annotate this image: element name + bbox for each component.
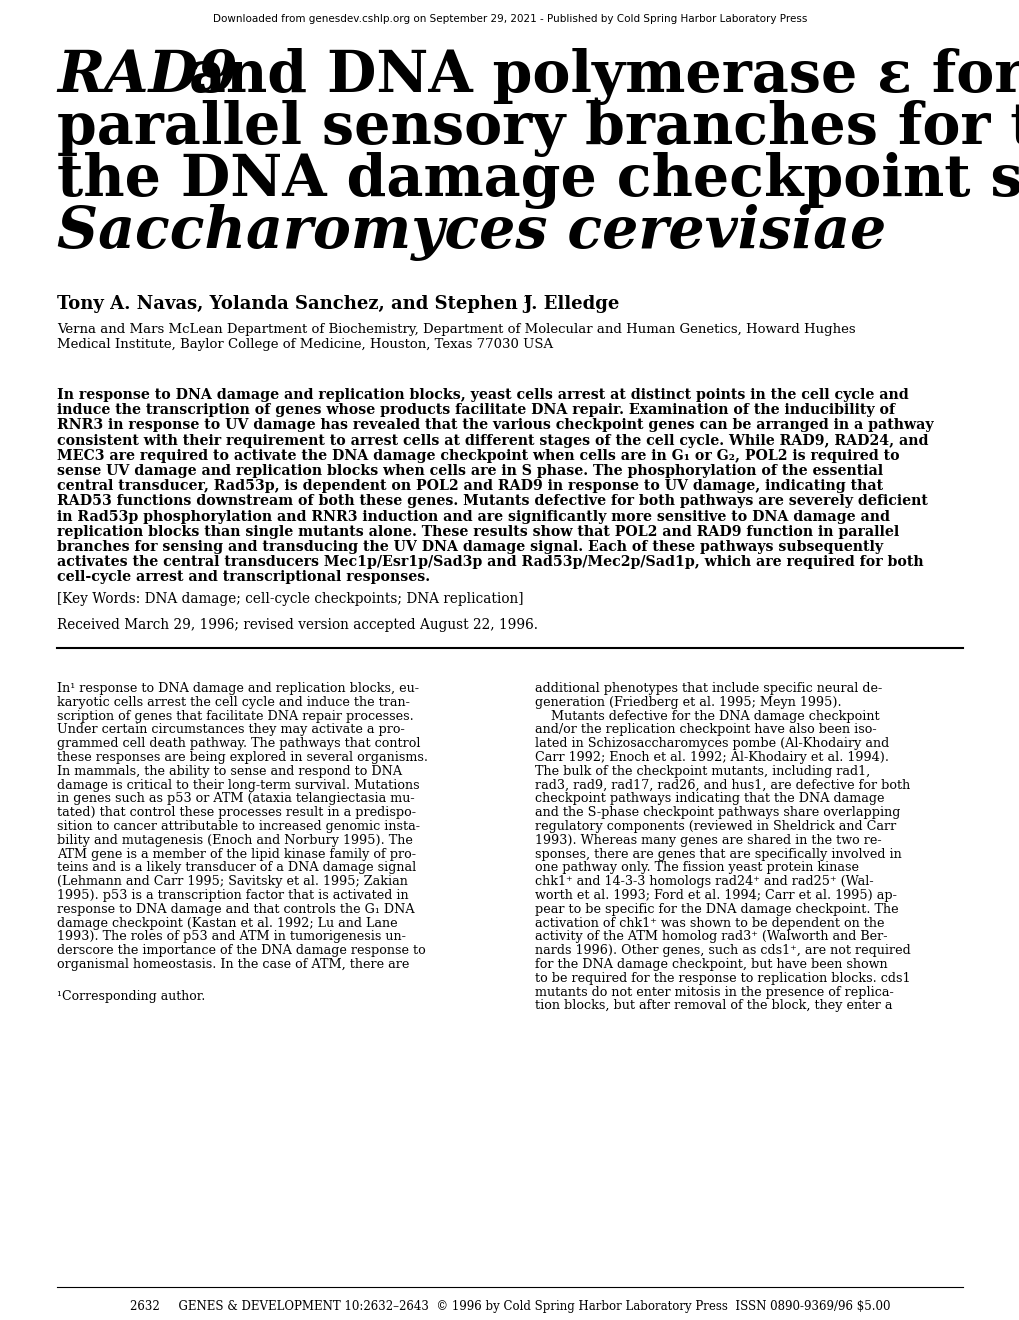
Text: sense UV damage and replication blocks when cells are in S phase. The phosphoryl: sense UV damage and replication blocks w… (57, 465, 882, 478)
Text: In mammals, the ability to sense and respond to DNA: In mammals, the ability to sense and res… (57, 764, 401, 777)
Text: and DNA polymerase ε form: and DNA polymerase ε form (169, 48, 1019, 106)
Text: induce the transcription of genes whose products facilitate DNA repair. Examinat: induce the transcription of genes whose … (57, 403, 895, 417)
Text: Medical Institute, Baylor College of Medicine, Houston, Texas 77030 USA: Medical Institute, Baylor College of Med… (57, 338, 552, 351)
Text: activation of chk1⁺ was shown to be dependent on the: activation of chk1⁺ was shown to be depe… (535, 916, 883, 929)
Text: karyotic cells arrest the cell cycle and induce the tran-: karyotic cells arrest the cell cycle and… (57, 696, 410, 709)
Text: tated) that control these processes result in a predispo-: tated) that control these processes resu… (57, 807, 416, 820)
Text: ATM gene is a member of the lipid kinase family of pro-: ATM gene is a member of the lipid kinase… (57, 847, 416, 861)
Text: sponses, there are genes that are specifically involved in: sponses, there are genes that are specif… (535, 847, 901, 861)
Text: ¹Corresponding author.: ¹Corresponding author. (57, 990, 205, 1003)
Text: for the DNA damage checkpoint, but have been shown: for the DNA damage checkpoint, but have … (535, 958, 887, 972)
Text: pear to be specific for the DNA damage checkpoint. The: pear to be specific for the DNA damage c… (535, 903, 898, 916)
Text: [Key Words: DNA damage; cell-cycle checkpoints; DNA replication]: [Key Words: DNA damage; cell-cycle check… (57, 591, 523, 606)
Text: In¹ response to DNA damage and replication blocks, eu-: In¹ response to DNA damage and replicati… (57, 682, 419, 696)
Text: Carr 1992; Enoch et al. 1992; Al-Khodairy et al. 1994).: Carr 1992; Enoch et al. 1992; Al-Khodair… (535, 751, 889, 764)
Text: 1: 1 (523, 294, 530, 305)
Text: damage checkpoint (Kastan et al. 1992; Lu and Lane: damage checkpoint (Kastan et al. 1992; L… (57, 916, 397, 929)
Text: 1993). The roles of p53 and ATM in tumorigenesis un-: 1993). The roles of p53 and ATM in tumor… (57, 931, 406, 944)
Text: activates the central transducers Mec1p/Esr1p/Sad3p and Rad53p/Mec2p/Sad1p, whic: activates the central transducers Mec1p/… (57, 556, 923, 569)
Text: these responses are being explored in several organisms.: these responses are being explored in se… (57, 751, 428, 764)
Text: 1995). p53 is a transcription factor that is activated in: 1995). p53 is a transcription factor tha… (57, 888, 409, 902)
Text: damage is critical to their long-term survival. Mutations: damage is critical to their long-term su… (57, 779, 419, 792)
Text: chk1⁺ and 14-3-3 homologs rad24⁺ and rad25⁺ (Wal-: chk1⁺ and 14-3-3 homologs rad24⁺ and rad… (535, 875, 872, 888)
Text: branches for sensing and transducing the UV DNA damage signal. Each of these pat: branches for sensing and transducing the… (57, 540, 882, 554)
Text: and the S-phase checkpoint pathways share overlapping: and the S-phase checkpoint pathways shar… (535, 807, 900, 820)
Text: derscore the importance of the DNA damage response to: derscore the importance of the DNA damag… (57, 944, 425, 957)
Text: 1993). Whereas many genes are shared in the two re-: 1993). Whereas many genes are shared in … (535, 834, 880, 847)
Text: worth et al. 1993; Ford et al. 1994; Carr et al. 1995) ap-: worth et al. 1993; Ford et al. 1994; Car… (535, 888, 896, 902)
Text: Downloaded from genesdev.cshlp.org on September 29, 2021 - Published by Cold Spr: Downloaded from genesdev.cshlp.org on Se… (213, 15, 806, 24)
Text: mutants do not enter mitosis in the presence of replica-: mutants do not enter mitosis in the pres… (535, 986, 893, 999)
Text: MEC3 are required to activate the DNA damage checkpoint when cells are in G₁ or : MEC3 are required to activate the DNA da… (57, 449, 899, 463)
Text: organismal homeostasis. In the case of ATM, there are: organismal homeostasis. In the case of A… (57, 958, 409, 972)
Text: replication blocks than single mutants alone. These results show that POL2 and R: replication blocks than single mutants a… (57, 525, 899, 539)
Text: and/or the replication checkpoint have also been iso-: and/or the replication checkpoint have a… (535, 723, 875, 737)
Text: the DNA damage checkpoint signal in: the DNA damage checkpoint signal in (57, 152, 1019, 209)
Text: Mutants defective for the DNA damage checkpoint: Mutants defective for the DNA damage che… (535, 710, 878, 722)
Text: (Lehmann and Carr 1995; Savitsky et al. 1995; Zakian: (Lehmann and Carr 1995; Savitsky et al. … (57, 875, 408, 888)
Text: 2632     GENES & DEVELOPMENT 10:2632–2643  © 1996 by Cold Spring Harbor Laborato: 2632 GENES & DEVELOPMENT 10:2632–2643 © … (129, 1300, 890, 1313)
Text: activity of the ATM homolog rad3⁺ (Walworth and Ber-: activity of the ATM homolog rad3⁺ (Walwo… (535, 931, 887, 944)
Text: Saccharomyces cerevisiae: Saccharomyces cerevisiae (57, 205, 886, 261)
Text: one pathway only. The fission yeast protein kinase: one pathway only. The fission yeast prot… (535, 862, 858, 874)
Text: scription of genes that facilitate DNA repair processes.: scription of genes that facilitate DNA r… (57, 710, 414, 722)
Text: regulatory components (reviewed in Sheldrick and Carr: regulatory components (reviewed in Sheld… (535, 820, 896, 833)
Text: Tony A. Navas, Yolanda Sanchez, and Stephen J. Elledge: Tony A. Navas, Yolanda Sanchez, and Step… (57, 294, 619, 313)
Text: teins and is a likely transducer of a DNA damage signal: teins and is a likely transducer of a DN… (57, 862, 416, 874)
Text: rad3, rad9, rad17, rad26, and hus1, are defective for both: rad3, rad9, rad17, rad26, and hus1, are … (535, 779, 909, 792)
Text: tion blocks, but after removal of the block, they enter a: tion blocks, but after removal of the bl… (535, 999, 892, 1012)
Text: in Rad53p phosphorylation and RNR3 induction and are significantly more sensitiv: in Rad53p phosphorylation and RNR3 induc… (57, 510, 890, 524)
Text: generation (Friedberg et al. 1995; Meyn 1995).: generation (Friedberg et al. 1995; Meyn … (535, 696, 841, 709)
Text: nards 1996). Other genes, such as cds1⁺, are not required: nards 1996). Other genes, such as cds1⁺,… (535, 944, 910, 957)
Text: The bulk of the checkpoint mutants, including rad1,: The bulk of the checkpoint mutants, incl… (535, 764, 869, 777)
Text: parallel sensory branches for transducing: parallel sensory branches for transducin… (57, 100, 1019, 157)
Text: central transducer, Rad53p, is dependent on POL2 and RAD9 in response to UV dama: central transducer, Rad53p, is dependent… (57, 479, 882, 494)
Text: In response to DNA damage and replication blocks, yeast cells arrest at distinct: In response to DNA damage and replicatio… (57, 388, 908, 403)
Text: response to DNA damage and that controls the G₁ DNA: response to DNA damage and that controls… (57, 903, 414, 916)
Text: lated in Schizosaccharomyces pombe (Al-Khodairy and: lated in Schizosaccharomyces pombe (Al-K… (535, 737, 889, 750)
Text: Received March 29, 1996; revised version accepted August 22, 1996.: Received March 29, 1996; revised version… (57, 618, 537, 632)
Text: in genes such as p53 or ATM (ataxia telangiectasia mu-: in genes such as p53 or ATM (ataxia tela… (57, 792, 414, 805)
Text: checkpoint pathways indicating that the DNA damage: checkpoint pathways indicating that the … (535, 792, 883, 805)
Text: additional phenotypes that include specific neural de-: additional phenotypes that include speci… (535, 682, 881, 696)
Text: RAD9: RAD9 (57, 48, 237, 104)
Text: grammed cell death pathway. The pathways that control: grammed cell death pathway. The pathways… (57, 737, 420, 750)
Text: Under certain circumstances they may activate a pro-: Under certain circumstances they may act… (57, 723, 405, 737)
Text: to be required for the response to replication blocks. cds1: to be required for the response to repli… (535, 972, 910, 985)
Text: cell-cycle arrest and transcriptional responses.: cell-cycle arrest and transcriptional re… (57, 570, 430, 585)
Text: Verna and Mars McLean Department of Biochemistry, Department of Molecular and Hu: Verna and Mars McLean Department of Bioc… (57, 323, 855, 337)
Text: RAD53 functions downstream of both these genes. Mutants defective for both pathw: RAD53 functions downstream of both these… (57, 495, 927, 508)
Text: consistent with their requirement to arrest cells at different stages of the cel: consistent with their requirement to arr… (57, 433, 927, 447)
Text: sition to cancer attributable to increased genomic insta-: sition to cancer attributable to increas… (57, 820, 420, 833)
Text: RNR3 in response to UV damage has revealed that the various checkpoint genes can: RNR3 in response to UV damage has reveal… (57, 418, 932, 433)
Text: bility and mutagenesis (Enoch and Norbury 1995). The: bility and mutagenesis (Enoch and Norbur… (57, 834, 413, 847)
